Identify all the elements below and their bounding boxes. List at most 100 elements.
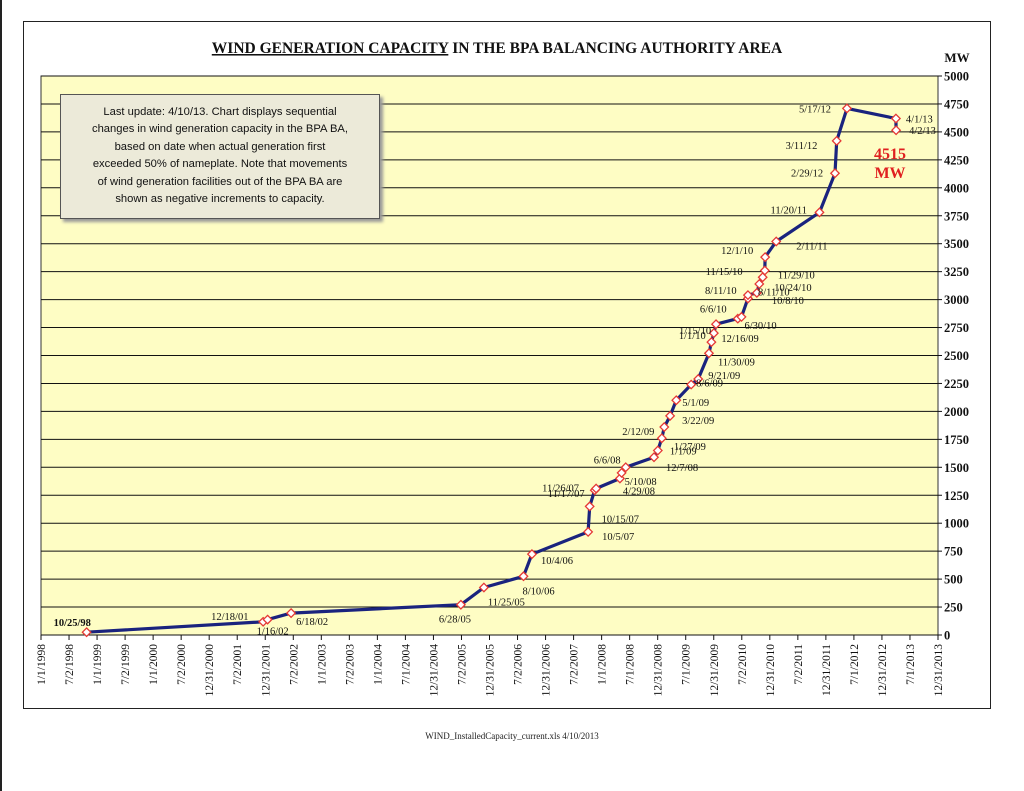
note-line: Last update: 4/10/13. Chart displays seq… — [103, 106, 337, 118]
x-tick-label: 1/1/1999 — [92, 644, 104, 685]
y-tick-label: 1500 — [944, 461, 969, 475]
data-point-label: 12/1/10 — [721, 246, 753, 257]
x-tick-label: 12/31/2009 — [709, 644, 721, 697]
x-tick-label: 12/31/2006 — [541, 644, 553, 697]
data-point-marker — [890, 125, 902, 136]
y-tick-label: 2750 — [944, 321, 969, 335]
data-point-marker — [742, 290, 754, 301]
data-point-marker — [526, 549, 538, 560]
y-tick-label: 4750 — [944, 97, 969, 111]
data-point-label: 6/18/02 — [296, 617, 328, 628]
chart-title-rest: IN THE BPA BALANCING AUTHORITY AREA — [448, 40, 783, 57]
data-point-label: 6/6/10 — [700, 305, 727, 316]
data-point-label: 11/17/07 — [548, 489, 585, 500]
data-point-label: 2/12/09 — [622, 427, 654, 438]
y-tick-label: 1250 — [944, 489, 969, 503]
data-point-marker — [262, 614, 273, 625]
data-point-marker — [706, 336, 717, 348]
data-point-marker — [814, 207, 825, 218]
data-point-label: 4/1/13 — [906, 114, 933, 125]
x-tick-label: 1/1/1998 — [36, 644, 48, 685]
note-line: of wind generation facilities out of the… — [97, 175, 343, 188]
annotation-value: 4515 — [874, 146, 906, 163]
x-tick-label: 12/31/2001 — [260, 644, 272, 697]
y-axis-label: MW — [944, 50, 969, 65]
data-point-marker — [831, 135, 842, 146]
data-point-marker — [710, 319, 722, 330]
x-tick-label: 12/31/2011 — [821, 644, 833, 696]
y-tick-label: 1750 — [944, 433, 969, 447]
x-tick-label: 7/2/1998 — [64, 644, 76, 685]
data-point-marker — [703, 348, 715, 359]
data-point-label: 8/11/10 — [758, 287, 790, 298]
data-point-label: 3/11/12 — [786, 141, 818, 152]
data-point-label: 1/1/10 — [679, 331, 706, 342]
data-point-marker — [829, 168, 841, 179]
y-tick-label: 2500 — [944, 349, 969, 363]
data-point-label: 11/29/10 — [778, 271, 815, 282]
x-tick-label: 7/2/2005 — [456, 644, 468, 685]
x-tick-label: 7/2/2007 — [569, 644, 581, 685]
data-point-marker — [455, 599, 466, 610]
data-point-marker — [583, 526, 594, 538]
data-point-label: 11/25/05 — [488, 597, 525, 608]
data-point-label: 10/25/98 — [54, 618, 91, 629]
data-point-label: 8/6/09 — [696, 379, 723, 390]
y-tick-label: 500 — [944, 573, 963, 587]
x-tick-label: 7/2/2002 — [288, 644, 300, 685]
data-point-marker — [584, 501, 595, 512]
data-point-marker — [890, 113, 902, 124]
data-point-marker — [760, 251, 771, 263]
x-tick-label: 12/31/2005 — [485, 644, 497, 697]
data-point-label: 10/8/10 — [772, 296, 804, 307]
data-point-marker — [652, 445, 663, 456]
x-tick-label: 12/31/2000 — [204, 644, 216, 697]
x-tick-label: 7/2/2010 — [737, 644, 749, 685]
x-tick-label: 12/31/2004 — [428, 644, 440, 697]
point-labels: 10/25/98 12/18/01 1/16/02 6/18/02 6/28/05 11/… — [54, 104, 936, 637]
page-edge — [0, 0, 2, 791]
data-point-marker — [671, 395, 682, 406]
x-tick-label: 1/1/2004 — [372, 644, 384, 685]
data-point-marker — [518, 571, 529, 582]
data-point-label: 4/2/13 — [909, 126, 936, 137]
y-tick-label: 1000 — [944, 517, 969, 531]
data-point-label: 11/26/07 — [542, 484, 579, 495]
x-tick-label: 7/1/2004 — [400, 644, 412, 685]
data-point-marker — [757, 272, 768, 283]
data-point-label: 10/24/10 — [774, 283, 811, 294]
x-tick-label: 7/2/2006 — [513, 644, 525, 685]
data-point-label: 2/11/11 — [796, 241, 827, 252]
data-point-label: 1/16/02 — [257, 627, 289, 638]
data-point-label: 6/30/10 — [744, 321, 776, 332]
y-tick-label: 4250 — [944, 153, 969, 167]
data-point-marker — [285, 607, 297, 619]
x-tick-label: 7/2/2003 — [344, 644, 356, 685]
data-point-marker — [590, 483, 602, 494]
y-tick-label: 3500 — [944, 237, 969, 251]
data-point-marker — [656, 433, 667, 444]
data-point-label: 9/21/09 — [708, 371, 740, 382]
note-line: based on date when actual generation fir… — [114, 140, 326, 153]
x-tick-label: 1/1/2000 — [148, 644, 160, 685]
x-tick-labels: 1/1/1998 7/2/1998 1/1/1999 7/2/1999 1/1/2000… — [36, 644, 945, 697]
y-tick-label: 3250 — [944, 265, 969, 279]
data-point-label: 6/28/05 — [439, 615, 471, 626]
data-point-label: 4/29/08 — [623, 486, 655, 497]
data-point-label: 10/5/07 — [602, 532, 634, 543]
data-point-label: 5/1/09 — [682, 398, 709, 409]
data-point-label: 3/22/09 — [682, 416, 714, 427]
data-point-marker — [841, 103, 853, 114]
data-point-label: 12/18/01 — [211, 612, 248, 623]
x-tick-label: 1/1/2003 — [316, 644, 328, 685]
data-point-label: 8/11/10 — [705, 286, 737, 297]
data-point-marker — [478, 582, 490, 593]
x-tick-label: 12/31/2008 — [653, 644, 665, 697]
y-tick-labels: 0 250 500 750 1000 1250 1500 1750 2000 2250 2500 27… — [944, 70, 969, 643]
y-tick-label: 5000 — [944, 70, 969, 84]
y-tick-label: 2250 — [944, 377, 969, 391]
data-point-label: 11/15/10 — [706, 267, 743, 278]
data-point-marker — [736, 311, 747, 323]
data-point-label: 11/20/11 — [770, 205, 807, 216]
chart-title-underlined: WIND GENERATION CAPACITY — [212, 40, 449, 57]
